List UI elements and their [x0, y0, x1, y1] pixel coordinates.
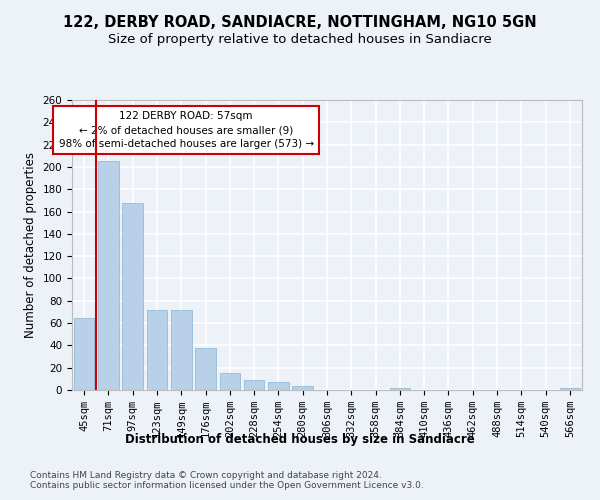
Bar [122, 202, 143, 390]
Bar [292, 386, 313, 390]
Text: 122, DERBY ROAD, SANDIACRE, NOTTINGHAM, NG10 5GN: 122, DERBY ROAD, SANDIACRE, NOTTINGHAM, … [63, 15, 537, 30]
Bar [171, 310, 191, 390]
Bar [389, 388, 410, 390]
Text: Contains HM Land Registry data © Crown copyright and database right 2024.: Contains HM Land Registry data © Crown c… [30, 471, 382, 480]
Bar [244, 380, 265, 390]
Text: Distribution of detached houses by size in Sandiacre: Distribution of detached houses by size … [125, 432, 475, 446]
Text: Size of property relative to detached houses in Sandiacre: Size of property relative to detached ho… [108, 32, 492, 46]
Y-axis label: Number of detached properties: Number of detached properties [24, 152, 37, 338]
Text: 122 DERBY ROAD: 57sqm
← 2% of detached houses are smaller (9)
98% of semi-detach: 122 DERBY ROAD: 57sqm ← 2% of detached h… [59, 111, 314, 149]
Bar [195, 348, 216, 390]
Bar [560, 388, 580, 390]
Bar [74, 318, 94, 390]
Bar [220, 374, 240, 390]
Bar [268, 382, 289, 390]
Text: Contains public sector information licensed under the Open Government Licence v3: Contains public sector information licen… [30, 481, 424, 490]
Bar [146, 310, 167, 390]
Bar [98, 162, 119, 390]
